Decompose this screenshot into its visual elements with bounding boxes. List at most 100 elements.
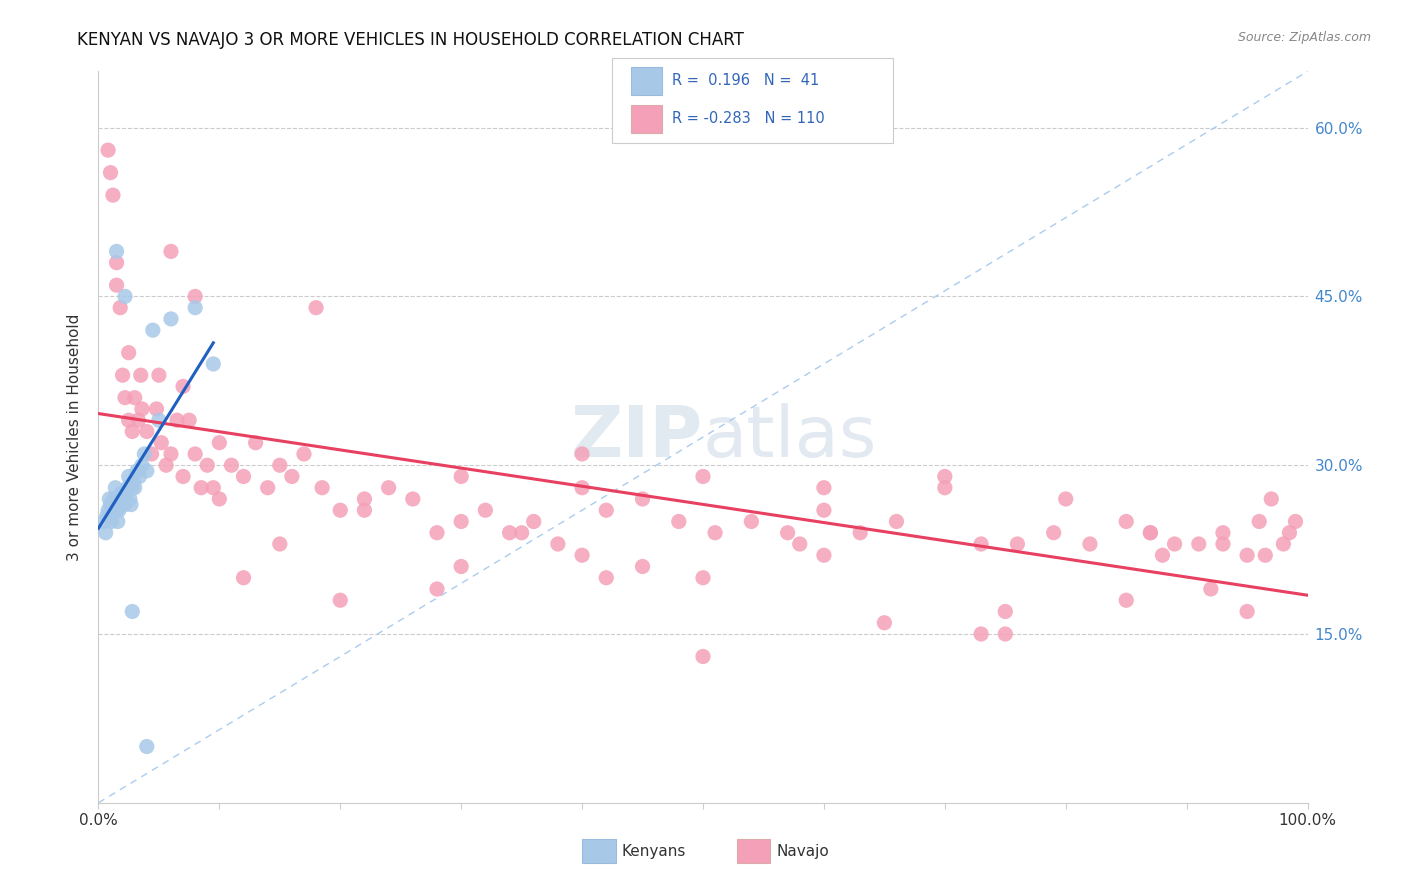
Point — [105, 255, 128, 269]
Point — [873, 615, 896, 630]
Point — [112, 491, 135, 506]
Point — [1115, 515, 1137, 529]
Point — [426, 525, 449, 540]
Point — [105, 244, 128, 259]
Point — [426, 582, 449, 596]
Point — [160, 244, 183, 259]
Point — [142, 323, 165, 337]
Point — [994, 605, 1017, 619]
Point — [110, 486, 132, 500]
Point — [96, 508, 118, 523]
Point — [111, 368, 134, 383]
Point — [571, 447, 593, 461]
Point — [115, 486, 138, 500]
Point — [118, 345, 141, 359]
Point — [571, 548, 593, 562]
Point — [305, 301, 328, 315]
Point — [221, 458, 243, 473]
Point — [135, 464, 157, 478]
Point — [172, 469, 194, 483]
Point — [740, 515, 762, 529]
Point — [1254, 548, 1277, 562]
Point — [122, 475, 145, 489]
Point — [692, 571, 714, 585]
Point — [450, 469, 472, 483]
Point — [1007, 537, 1029, 551]
Point — [120, 498, 142, 512]
Point — [934, 469, 956, 483]
Point — [107, 515, 129, 529]
Point — [108, 491, 131, 506]
Point — [124, 391, 146, 405]
Point — [160, 447, 183, 461]
Point — [970, 537, 993, 551]
Point — [118, 469, 141, 483]
Point — [208, 491, 231, 506]
Point — [1272, 537, 1295, 551]
Point — [595, 571, 617, 585]
Point — [195, 458, 218, 473]
Point — [631, 491, 654, 506]
Point — [994, 627, 1017, 641]
Y-axis label: 3 or more Vehicles in Household: 3 or more Vehicles in Household — [67, 313, 83, 561]
Point — [813, 481, 835, 495]
Point — [108, 301, 131, 315]
Point — [121, 605, 143, 619]
Point — [127, 464, 149, 478]
Point — [377, 481, 399, 495]
Point — [148, 413, 170, 427]
Point — [269, 458, 291, 473]
Point — [100, 515, 122, 529]
Point — [1212, 537, 1234, 551]
Point — [1199, 582, 1222, 596]
Point — [1139, 525, 1161, 540]
Point — [1236, 605, 1258, 619]
Text: Source: ZipAtlas.com: Source: ZipAtlas.com — [1237, 31, 1371, 45]
Point — [1284, 515, 1306, 529]
Point — [256, 481, 278, 495]
Point — [166, 413, 188, 427]
Point — [103, 491, 125, 506]
Point — [668, 515, 690, 529]
Point — [100, 498, 122, 512]
Point — [498, 525, 520, 540]
Point — [100, 508, 122, 523]
Point — [134, 447, 156, 461]
Point — [94, 525, 117, 540]
Point — [595, 503, 617, 517]
Point — [184, 301, 207, 315]
Point — [329, 593, 352, 607]
Point — [281, 469, 304, 483]
Point — [1152, 548, 1174, 562]
Point — [148, 368, 170, 383]
Point — [232, 571, 254, 585]
Point — [114, 391, 136, 405]
Text: Navajo: Navajo — [776, 845, 830, 859]
Point — [97, 143, 120, 157]
Point — [1139, 525, 1161, 540]
Point — [172, 379, 194, 393]
Point — [402, 491, 425, 506]
Point — [114, 289, 136, 303]
Point — [128, 469, 150, 483]
Point — [111, 486, 134, 500]
Point — [886, 515, 908, 529]
Point — [104, 481, 127, 495]
Point — [311, 481, 333, 495]
Point — [155, 458, 177, 473]
Text: ZIP: ZIP — [571, 402, 703, 472]
Point — [813, 503, 835, 517]
Point — [813, 548, 835, 562]
Point — [131, 401, 153, 416]
Point — [135, 739, 157, 754]
Text: R =  0.196   N =  41: R = 0.196 N = 41 — [672, 73, 820, 88]
Point — [510, 525, 533, 540]
Point — [208, 435, 231, 450]
Point — [789, 537, 811, 551]
Point — [118, 413, 141, 427]
Point — [131, 458, 153, 473]
Point — [329, 503, 352, 517]
Point — [1163, 537, 1185, 551]
Point — [849, 525, 872, 540]
Point — [232, 469, 254, 483]
